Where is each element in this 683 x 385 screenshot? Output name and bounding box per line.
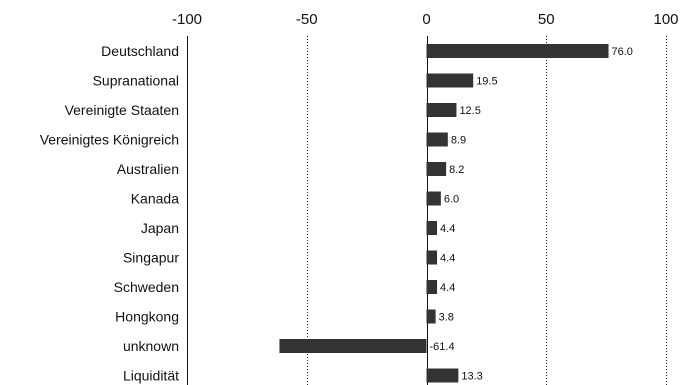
bar-11 bbox=[426, 368, 459, 383]
bar-7 bbox=[426, 250, 438, 265]
x-tick-label: -100 bbox=[172, 11, 202, 28]
x-axis-tick-labels: -100 -50 0 50 100 bbox=[172, 11, 679, 28]
x-tick-label: 100 bbox=[653, 11, 678, 28]
value-label: 3.8 bbox=[439, 312, 454, 324]
value-label: 12.5 bbox=[459, 105, 480, 117]
value-label: 4.4 bbox=[440, 282, 455, 294]
x-tick-label: -50 bbox=[296, 11, 318, 28]
value-label: 19.5 bbox=[476, 76, 497, 88]
bar-10 bbox=[279, 339, 427, 353]
bar-0 bbox=[426, 44, 609, 58]
x-tick-label: 0 bbox=[422, 11, 430, 28]
category-label: Singapur bbox=[123, 250, 179, 266]
value-label: 76.0 bbox=[612, 46, 633, 58]
bar-9 bbox=[426, 309, 436, 324]
x-tick-label: 50 bbox=[538, 11, 555, 28]
category-label: Kanada bbox=[131, 191, 179, 207]
grid-lines bbox=[187, 36, 667, 385]
category-label: Vereinigtes Königreich bbox=[40, 132, 179, 148]
value-label: 4.4 bbox=[440, 223, 455, 235]
value-label: 13.3 bbox=[461, 371, 482, 383]
value-labels: 76.0 19.5 12.5 8.9 8.2 6.0 4.4 4.4 4.4 3.8 -61.4 13… bbox=[430, 46, 633, 383]
category-label: unknown bbox=[123, 338, 179, 354]
bar-8 bbox=[426, 280, 438, 294]
bar-5 bbox=[426, 191, 441, 206]
category-label: Japan bbox=[141, 220, 179, 236]
bar-1 bbox=[426, 73, 474, 88]
category-label: Vereinigte Staaten bbox=[65, 102, 179, 118]
bars bbox=[279, 44, 609, 383]
bar-4 bbox=[426, 162, 447, 176]
value-label: 8.2 bbox=[449, 164, 464, 176]
category-label: Liquidität bbox=[123, 368, 179, 384]
bar-3 bbox=[426, 132, 448, 147]
category-label: Hongkong bbox=[115, 309, 179, 325]
value-label: 4.4 bbox=[440, 253, 455, 265]
value-label: 6.0 bbox=[444, 194, 459, 206]
bar-6 bbox=[426, 221, 438, 235]
category-label: Supranational bbox=[93, 73, 179, 89]
category-label: Deutschland bbox=[101, 43, 179, 59]
category-labels: Deutschland Supranational Vereinigte Staat… bbox=[40, 43, 180, 384]
category-label: Schweden bbox=[114, 279, 179, 295]
value-label: 8.9 bbox=[451, 135, 466, 147]
category-label: Australien bbox=[117, 161, 179, 177]
bar-2 bbox=[426, 103, 457, 117]
value-label: -61.4 bbox=[430, 341, 455, 353]
